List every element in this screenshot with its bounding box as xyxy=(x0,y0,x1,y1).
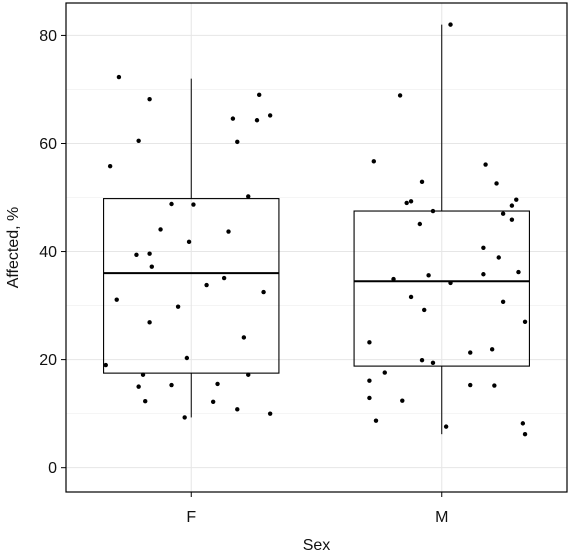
data-point-F xyxy=(191,202,196,207)
data-point-M xyxy=(430,360,436,366)
data-point-M xyxy=(382,370,387,375)
y-axis-title: Affected, % xyxy=(5,207,22,289)
data-point-F xyxy=(147,320,152,325)
data-point-M xyxy=(408,294,414,300)
data-point-M xyxy=(468,350,473,355)
data-point-M xyxy=(419,357,425,363)
data-point-F xyxy=(143,399,148,404)
data-point-M xyxy=(509,203,515,208)
data-point-F xyxy=(235,407,240,412)
data-point-M xyxy=(422,307,427,313)
x-tick-label-F: F xyxy=(186,509,196,526)
data-point-M xyxy=(514,197,519,202)
data-point-M xyxy=(408,199,414,204)
data-point-F xyxy=(267,113,273,118)
data-point-M xyxy=(522,319,528,324)
data-point-F xyxy=(147,96,152,102)
data-point-F xyxy=(246,194,251,199)
data-point-F xyxy=(136,384,141,389)
data-point-M xyxy=(481,272,486,277)
data-point-F xyxy=(261,289,266,295)
data-point-F xyxy=(226,229,231,234)
data-point-F xyxy=(169,201,174,207)
data-point-F xyxy=(182,415,187,420)
data-point-F xyxy=(235,139,240,145)
data-point-M xyxy=(367,395,372,401)
x-tick-label-M: M xyxy=(435,509,448,526)
data-point-M xyxy=(443,424,449,429)
data-point-M xyxy=(500,299,506,305)
data-point-M xyxy=(371,159,377,164)
data-point-F xyxy=(149,264,154,269)
data-point-F xyxy=(230,116,236,121)
data-point-F xyxy=(254,118,260,123)
box-F xyxy=(103,78,280,418)
data-point-F xyxy=(158,227,163,232)
data-point-F xyxy=(221,275,227,281)
plot-border xyxy=(65,2,568,493)
data-point-F xyxy=(256,92,262,98)
data-point-M xyxy=(522,431,528,437)
data-point-F xyxy=(136,138,141,143)
data-point-F xyxy=(186,239,192,245)
data-point-M xyxy=(391,276,396,282)
data-point-M xyxy=(516,269,521,275)
y-tick-label: 0 xyxy=(48,460,57,477)
iqr-box xyxy=(353,210,530,367)
data-point-M xyxy=(481,245,486,250)
grid-lines xyxy=(66,3,567,492)
data-point-M xyxy=(489,347,495,352)
data-point-M xyxy=(397,93,403,98)
axes: 0 20 40 60 80 F M xyxy=(39,28,448,526)
data-point-M xyxy=(367,340,372,345)
data-point-F xyxy=(114,297,119,302)
data-point-M xyxy=(468,382,473,388)
y-tick-label: 60 xyxy=(39,136,57,153)
data-point-F xyxy=(210,399,216,404)
data-point-F xyxy=(175,304,181,309)
data-point-M xyxy=(496,255,501,260)
data-point-M xyxy=(367,378,372,383)
data-point-M xyxy=(509,217,515,222)
data-point-M xyxy=(419,179,425,185)
data-point-M xyxy=(483,162,488,167)
data-point-M xyxy=(494,181,499,186)
data-point-F xyxy=(116,74,122,80)
data-point-F xyxy=(134,252,139,257)
x-axis-title: Sex xyxy=(303,537,331,554)
data-point-M xyxy=(500,211,506,216)
data-point-M xyxy=(404,200,409,206)
data-point-M xyxy=(520,421,526,426)
y-tick-label: 80 xyxy=(39,28,57,45)
data-point-M xyxy=(400,398,405,403)
data-point-F xyxy=(103,362,108,368)
data-point-M xyxy=(492,383,497,388)
data-point-F xyxy=(215,381,220,387)
iqr-box xyxy=(103,198,280,374)
data-point-F xyxy=(246,372,251,377)
data-points xyxy=(103,22,528,437)
data-point-F xyxy=(184,355,190,361)
data-point-F xyxy=(169,382,174,388)
y-tick-label: 40 xyxy=(39,244,57,261)
y-tick-label: 20 xyxy=(39,352,57,369)
data-point-M xyxy=(417,221,423,227)
data-point-F xyxy=(267,411,273,416)
data-point-F xyxy=(241,335,247,340)
data-point-F xyxy=(140,372,146,377)
data-point-F xyxy=(147,251,152,256)
data-point-M xyxy=(448,22,453,27)
boxes xyxy=(103,24,530,435)
data-point-F xyxy=(204,282,209,288)
data-point-M xyxy=(426,273,431,278)
data-point-M xyxy=(373,418,379,423)
box-M xyxy=(353,24,530,435)
data-point-M xyxy=(430,208,436,214)
data-point-M xyxy=(448,280,453,286)
data-point-F xyxy=(107,163,113,169)
